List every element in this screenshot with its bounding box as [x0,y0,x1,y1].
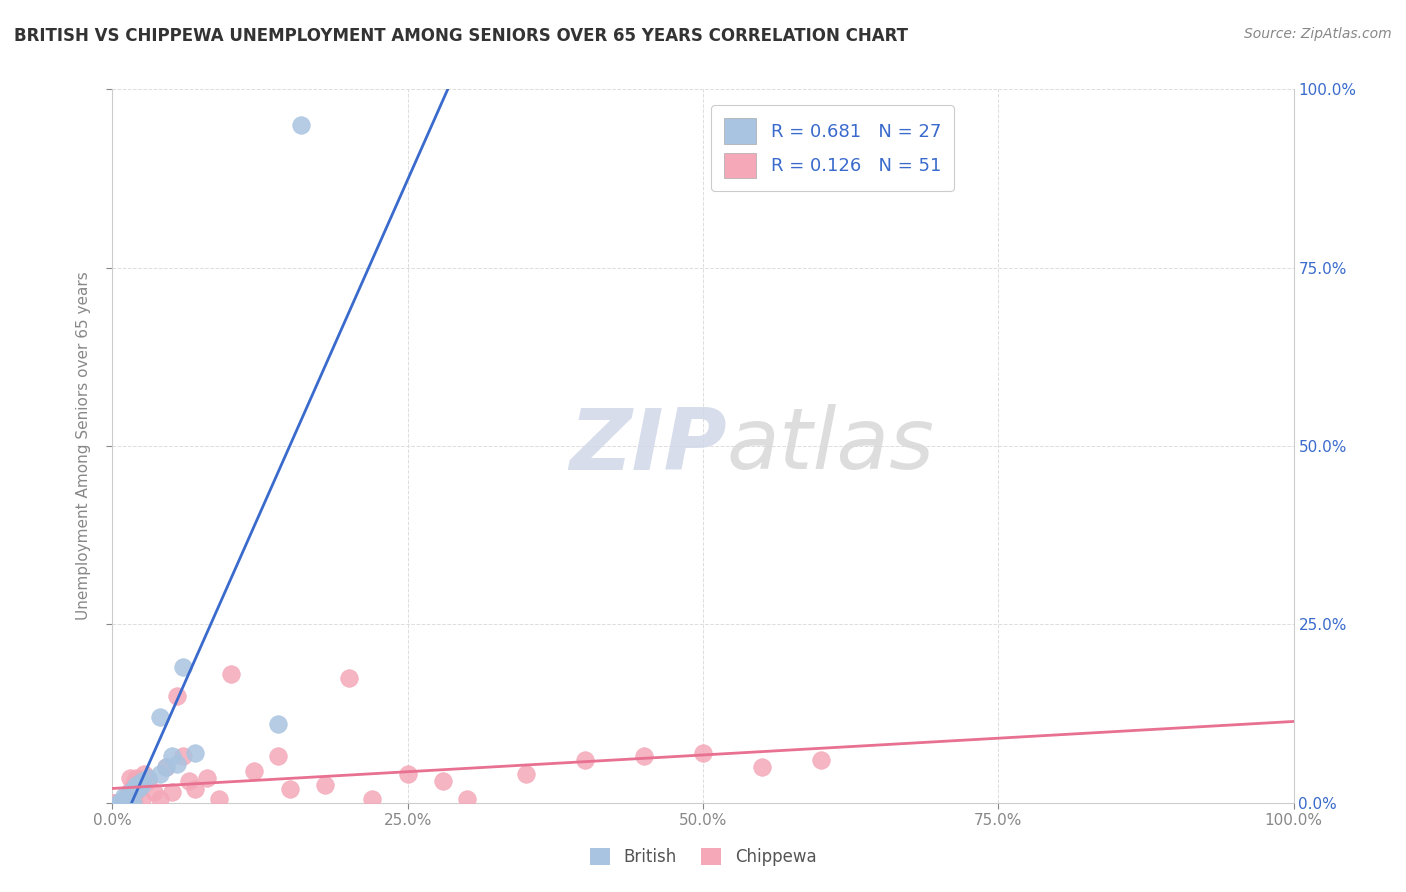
Point [131,774,153,789]
Point [166,689,188,703]
Text: ZIP: ZIP [569,404,727,488]
Point [134,767,156,781]
Point [114,796,136,810]
Point [125,778,148,792]
Legend: R = 0.681   N = 27, R = 0.126   N = 51: R = 0.681 N = 27, R = 0.126 N = 51 [711,105,953,191]
Point [118,785,141,799]
Point [574,753,596,767]
Point [267,717,290,731]
Text: BRITISH VS CHIPPEWA UNEMPLOYMENT AMONG SENIORS OVER 65 YEARS CORRELATION CHART: BRITISH VS CHIPPEWA UNEMPLOYMENT AMONG S… [14,27,908,45]
Point [142,785,165,799]
Point [112,796,135,810]
Point [111,796,134,810]
Point [112,789,135,803]
Point [160,749,183,764]
Point [120,792,142,806]
Point [112,796,135,810]
Point [184,746,207,760]
Point [131,778,153,792]
Point [112,796,135,810]
Point [396,767,419,781]
Point [172,660,194,674]
Point [810,753,832,767]
Point [432,774,454,789]
Point [107,796,129,810]
Point [115,796,138,810]
Point [243,764,266,778]
Point [125,785,148,799]
Point [278,781,301,796]
Point [120,789,142,803]
Point [149,710,172,724]
Point [184,781,207,796]
Point [104,796,127,810]
Point [172,749,194,764]
Point [136,774,159,789]
Point [314,778,336,792]
Y-axis label: Unemployment Among Seniors over 65 years: Unemployment Among Seniors over 65 years [76,272,91,620]
Point [155,760,177,774]
Point [515,767,537,781]
Legend: British, Chippewa: British, Chippewa [582,840,824,875]
Point [131,792,153,806]
Point [290,118,312,132]
Point [160,785,183,799]
Point [337,671,360,685]
Point [103,796,125,810]
Point [692,746,714,760]
Point [751,760,773,774]
Point [136,771,159,785]
Point [125,771,148,785]
Point [120,785,142,799]
Point [121,796,143,810]
Point [121,778,143,792]
Point [361,792,384,806]
Point [633,749,655,764]
Point [149,792,172,806]
Point [127,781,149,796]
Point [122,781,145,796]
Point [115,796,138,810]
Point [149,767,172,781]
Point [110,796,132,810]
Point [117,796,139,810]
Point [456,792,478,806]
Point [179,774,201,789]
Point [111,796,134,810]
Point [110,796,132,810]
Point [107,796,129,810]
Point [120,771,142,785]
Point [208,792,231,806]
Text: atlas: atlas [727,404,935,488]
Point [166,756,188,771]
Point [219,667,242,681]
Point [267,749,290,764]
Point [108,796,131,810]
Point [127,781,149,796]
Point [122,796,145,810]
Point [107,796,129,810]
Point [112,792,135,806]
Point [110,796,132,810]
Text: Source: ZipAtlas.com: Source: ZipAtlas.com [1244,27,1392,41]
Point [120,785,142,799]
Point [105,796,128,810]
Point [115,792,138,806]
Point [195,771,218,785]
Point [155,760,177,774]
